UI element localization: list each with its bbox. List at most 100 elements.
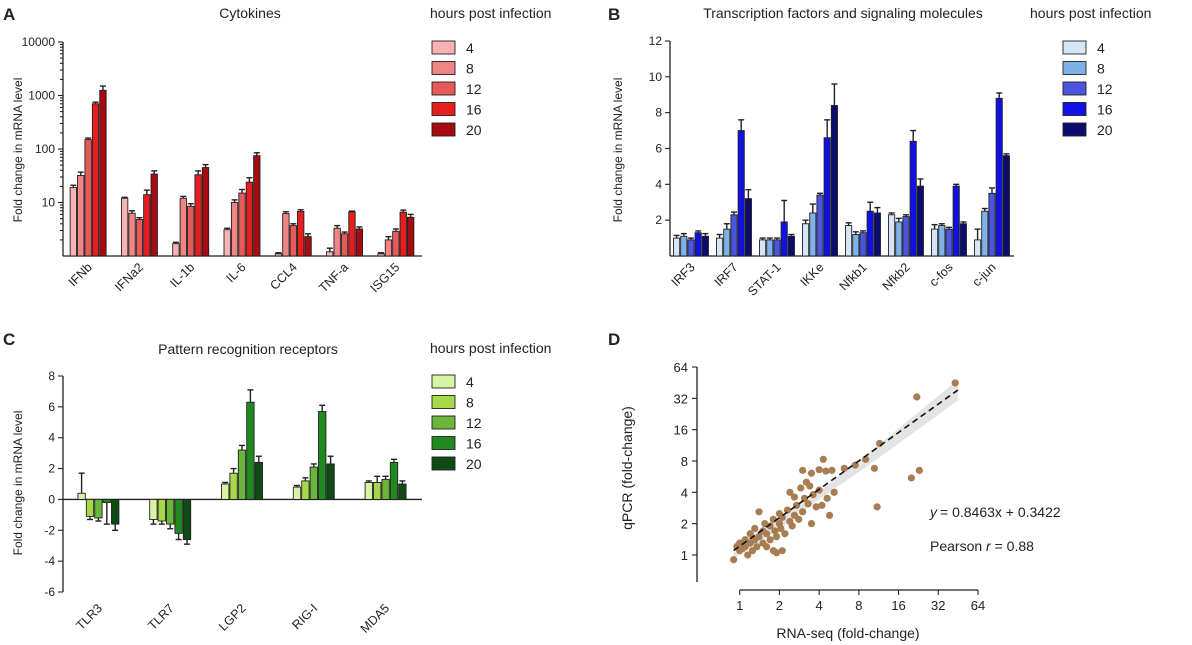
a-category-label: TNF-a: [316, 260, 351, 295]
d-regression-line: [733, 389, 959, 552]
b-bar-nfkb1-4h: [845, 225, 853, 257]
a-category-label: IL-6: [223, 260, 248, 285]
c-bar-mda5-16h: [389, 461, 399, 500]
c-legend-label-16h: 16: [466, 436, 482, 452]
a-bar-il-6-4h: [223, 229, 231, 257]
panel-b-legend: 4 8 12 16 20: [1062, 40, 1113, 138]
b-bar-c-jun-16h: [995, 97, 1003, 257]
d-data-point: [778, 513, 786, 521]
c-bar-rig-i-20h: [326, 463, 335, 500]
a-bar-ifna2-20h: [150, 173, 158, 257]
d-data-point: [823, 494, 831, 502]
c-bar-lgp2-4h: [221, 483, 230, 500]
panel-d-y-axis-label: qPCR (fold-change): [619, 406, 635, 530]
a-bar-isg15-8h: [384, 239, 393, 257]
c-category-label: RIG-I: [289, 601, 320, 632]
c-bar-lgp2-20h: [254, 461, 263, 500]
d-data-point: [744, 551, 752, 559]
a-legend-label-12h: 12: [466, 81, 482, 97]
a-bar-ifnb-12h: [84, 139, 92, 257]
panel-c-legend: 4 8 12 16 20: [431, 374, 482, 472]
c-legend-swatch-12h: [431, 415, 456, 430]
d-x-tick-label: 1: [736, 598, 743, 613]
d-data-point: [778, 547, 786, 555]
d-x-tick-label: 32: [931, 598, 945, 613]
b-bar-nfkb1-8h: [852, 234, 860, 257]
d-data-point: [807, 520, 816, 528]
pearson-correlation: Pearson r = 0.88: [930, 538, 1034, 554]
c-bar-lgp2-12h: [237, 449, 247, 500]
b-bar-irf7-20h: [744, 198, 752, 257]
b-legend-swatch-4h: [1062, 40, 1087, 55]
d-y-tick-label: 64: [674, 360, 688, 375]
a-category-label: CCL4: [267, 260, 300, 293]
b-bar-nfkb2-4h: [888, 214, 896, 257]
a-bar-ifna2-12h: [135, 219, 144, 257]
b-category-label: c-jun: [970, 260, 999, 289]
b-bar-irf7-8h: [723, 228, 731, 257]
d-data-point: [746, 530, 754, 538]
c-category-label: TLR7: [145, 601, 177, 633]
c-bar-mda5-20h: [398, 483, 407, 500]
d-data-point: [795, 515, 803, 523]
a-legend-swatch-20h: [431, 122, 456, 137]
b-bar-c-fos-12h: [945, 228, 953, 257]
pearson-prefix: Pearson: [930, 538, 986, 554]
c-y-tick-label: 2: [48, 462, 55, 476]
a-bar-ifna2-8h: [128, 212, 136, 257]
b-category-label: c-fos: [927, 260, 956, 289]
d-data-point: [873, 503, 881, 511]
d-y-tick-label: 16: [674, 423, 688, 438]
d-data-point: [822, 467, 830, 475]
b-bar-nfkb1-16h: [866, 210, 874, 257]
panel-c-y-axis-label: Fold change in mRNA level: [11, 411, 25, 556]
a-legend-swatch-16h: [431, 102, 456, 116]
a-bar-ifna2-4h: [120, 197, 129, 257]
c-legend-swatch-16h: [431, 436, 456, 450]
pearson-value: = 0.88: [991, 538, 1034, 554]
d-data-point: [825, 511, 834, 520]
b-category-label: IKKe: [798, 260, 827, 289]
a-bar-ccl4-16h: [297, 211, 305, 257]
panel-d-scatter-chart: D 1 2 4 8 16 32 64 1 2 4 8 16 32 64 RNA-seq (fold-cha…: [608, 330, 1061, 641]
a-y-tick-label: 10000: [22, 35, 56, 49]
b-y-tick-label: 6: [655, 142, 662, 156]
b-category-label: STAT-1: [745, 260, 784, 299]
d-confidence-band: [733, 379, 958, 559]
panel-c-pattern-recognition-chart: C Pattern recognition receptors Fold cha…: [3, 330, 551, 636]
a-legend-swatch-12h: [431, 81, 456, 96]
panel-a-title: Cytokines: [219, 5, 280, 21]
b-bar-ikke-8h: [809, 212, 817, 257]
panel-a-legend: 4 8 12 16 20: [431, 40, 482, 138]
c-category-label: MDA5: [358, 601, 392, 635]
panel-c-title: Pattern recognition receptors: [158, 341, 338, 357]
c-legend-label-4h: 4: [466, 374, 474, 390]
d-data-point: [797, 484, 805, 492]
a-legend-swatch-8h: [431, 61, 456, 75]
c-y-tick-label: 0: [48, 492, 55, 506]
c-legend-swatch-8h: [431, 395, 456, 409]
d-data-point: [807, 469, 816, 477]
c-bar-lgp2-16h: [246, 401, 255, 500]
d-data-point: [783, 506, 792, 514]
b-bar-ikke-12h: [816, 194, 824, 257]
b-bar-c-fos-16h: [952, 185, 960, 257]
a-bar-ccl4-8h: [282, 213, 290, 257]
d-data-point: [809, 491, 817, 499]
b-bar-irf7-12h: [730, 214, 738, 257]
panel-label-a: A: [3, 5, 15, 24]
b-legend-label-8h: 8: [1097, 61, 1105, 77]
c-bar-tlr3-4h: [77, 492, 86, 500]
d-data-point: [751, 524, 759, 533]
b-legend-label-12h: 12: [1097, 81, 1113, 97]
b-category-label: IRF7: [712, 260, 741, 289]
c-bar-tlr3-20h: [111, 498, 120, 525]
a-bar-tnf-a-8h: [333, 227, 341, 257]
d-data-point: [907, 474, 915, 482]
c-category-label: TLR3: [73, 601, 105, 633]
b-legend-label-4h: 4: [1097, 40, 1105, 56]
d-x-tick-label: 8: [855, 598, 862, 613]
a-bar-tnf-a-20h: [355, 228, 364, 257]
c-bar-tlr7-4h: [149, 498, 158, 520]
b-bar-ikke-4h: [802, 223, 810, 257]
